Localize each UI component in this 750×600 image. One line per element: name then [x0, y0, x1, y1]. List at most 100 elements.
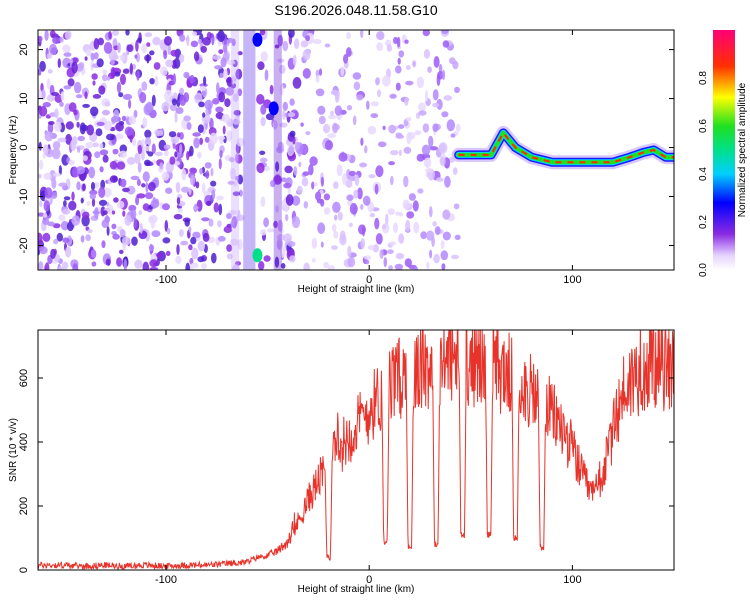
heatmap-cell: [134, 54, 138, 59]
heatmap-cell: [308, 164, 314, 176]
heatmap-cell: [184, 218, 190, 227]
heatmap-cell: [99, 143, 104, 149]
heatmap-cell: [67, 78, 75, 87]
heatmap-cell: [314, 182, 318, 187]
heatmap-cell: [282, 101, 288, 111]
heatmap-cell: [425, 168, 433, 173]
heatmap-cell: [177, 208, 183, 213]
heatmap-cell: [62, 261, 69, 270]
heatmap-cell: [92, 142, 99, 148]
heatmap-cell: [150, 219, 155, 229]
heatmap-cell: [53, 172, 61, 177]
heatmap-cell: [44, 187, 53, 199]
heatmap-cell: [274, 44, 280, 49]
heatmap-cell: [438, 142, 448, 154]
heatmap-cell: [324, 43, 331, 48]
heatmap-cell: [47, 221, 55, 227]
heatmap-cell: [315, 191, 322, 201]
heatmap-cell: [227, 37, 234, 44]
heatmap-cell: [60, 91, 65, 101]
heatmap-cell: [291, 216, 301, 229]
heatmap-cell: [395, 211, 401, 216]
heatmap-cell: [257, 61, 265, 71]
heatmap-cell: [181, 186, 190, 193]
heatmap-cell: [80, 235, 85, 243]
heatmap-cell: [360, 204, 364, 210]
heatmap-cell: [64, 30, 72, 40]
heatmap-cell: [327, 265, 335, 270]
heatmap-cell: [59, 101, 64, 107]
heatmap-cell: [333, 181, 339, 190]
heatmap-cell: [63, 85, 72, 90]
heatmap-cell: [110, 59, 115, 65]
heatmap-cell: [169, 156, 176, 165]
heatmap-cell: [173, 213, 183, 220]
heatmap-cell: [394, 263, 404, 270]
heatmap-cell: [276, 233, 286, 241]
heatmap-cell: [203, 76, 207, 86]
heatmap-cell: [212, 55, 222, 60]
heatmap-cell: [279, 64, 286, 74]
heatmap-cell: [425, 90, 428, 102]
heatmap-cell: [166, 227, 171, 235]
heatmap-cell: [121, 115, 126, 122]
heatmap-cell: [275, 205, 279, 213]
colorbar-tick-label: 0.6: [698, 119, 709, 133]
heatmap-cell: [41, 89, 46, 100]
heatmap-cell: [135, 52, 140, 63]
snr-ytick-label: 0: [18, 567, 30, 573]
heatmap-cell: [339, 234, 347, 246]
heatmap-streak: [243, 30, 256, 270]
heatmap-cell: [232, 191, 241, 196]
heatmap-cell: [436, 98, 443, 110]
heatmap-cell: [305, 131, 311, 136]
heatmap-cell: [102, 210, 108, 216]
heatmap-cell: [142, 117, 148, 128]
heatmap-cell: [38, 35, 43, 43]
heatmap-cell: [330, 110, 334, 116]
heatmap-cell: [398, 50, 405, 58]
heatmap-cell: [175, 107, 184, 114]
heatmap-cell: [328, 114, 337, 120]
heatmap-cell: [412, 200, 419, 212]
heatmap-cell: [192, 31, 197, 37]
heatmap-cell: [151, 230, 161, 238]
snr-xtick-label: 0: [366, 574, 372, 586]
heatmap-cell: [42, 144, 49, 155]
heatmap-cell: [85, 234, 91, 242]
heatmap-cell: [77, 146, 81, 153]
heatmap-cell: [90, 52, 95, 61]
heatmap-cell: [111, 223, 117, 230]
heatmap-cell: [396, 36, 401, 48]
heatmap-cell: [323, 261, 329, 269]
heatmap-cell: [179, 87, 185, 96]
heatmap-cell: [370, 101, 379, 107]
heatmap-cell: [94, 207, 99, 219]
heatmap-cell: [186, 34, 190, 47]
heatmap-cell: [405, 117, 412, 122]
heatmap-cell: [44, 30, 49, 41]
heatmap-cell: [360, 238, 366, 249]
heatmap-cell: [217, 30, 226, 42]
heatmap-cell: [342, 173, 347, 186]
heatmap-cell: [96, 58, 104, 68]
heatmap-cell: [128, 99, 132, 109]
heatmap-cell: [390, 175, 394, 186]
heatmap-cell: [103, 42, 113, 54]
heatmap-cell: [288, 30, 295, 38]
heatmap-cell: [408, 193, 416, 201]
heatmap-cell: [102, 154, 109, 163]
heatmap-cell: [42, 217, 50, 225]
heatmap-cell: [92, 94, 102, 99]
heatmap-cell: [356, 94, 364, 101]
heatmap-cell: [103, 187, 112, 198]
heatmap-cell: [148, 244, 155, 252]
heatmap-cell: [418, 110, 427, 116]
heatmap-cell: [347, 256, 356, 268]
heatmap-cell: [78, 62, 85, 69]
heatmap-cell: [229, 167, 236, 180]
heatmap-cell: [293, 38, 300, 49]
heatmap-cell: [210, 180, 217, 187]
heatmap-cell: [206, 200, 212, 206]
heatmap-cell: [116, 161, 126, 170]
